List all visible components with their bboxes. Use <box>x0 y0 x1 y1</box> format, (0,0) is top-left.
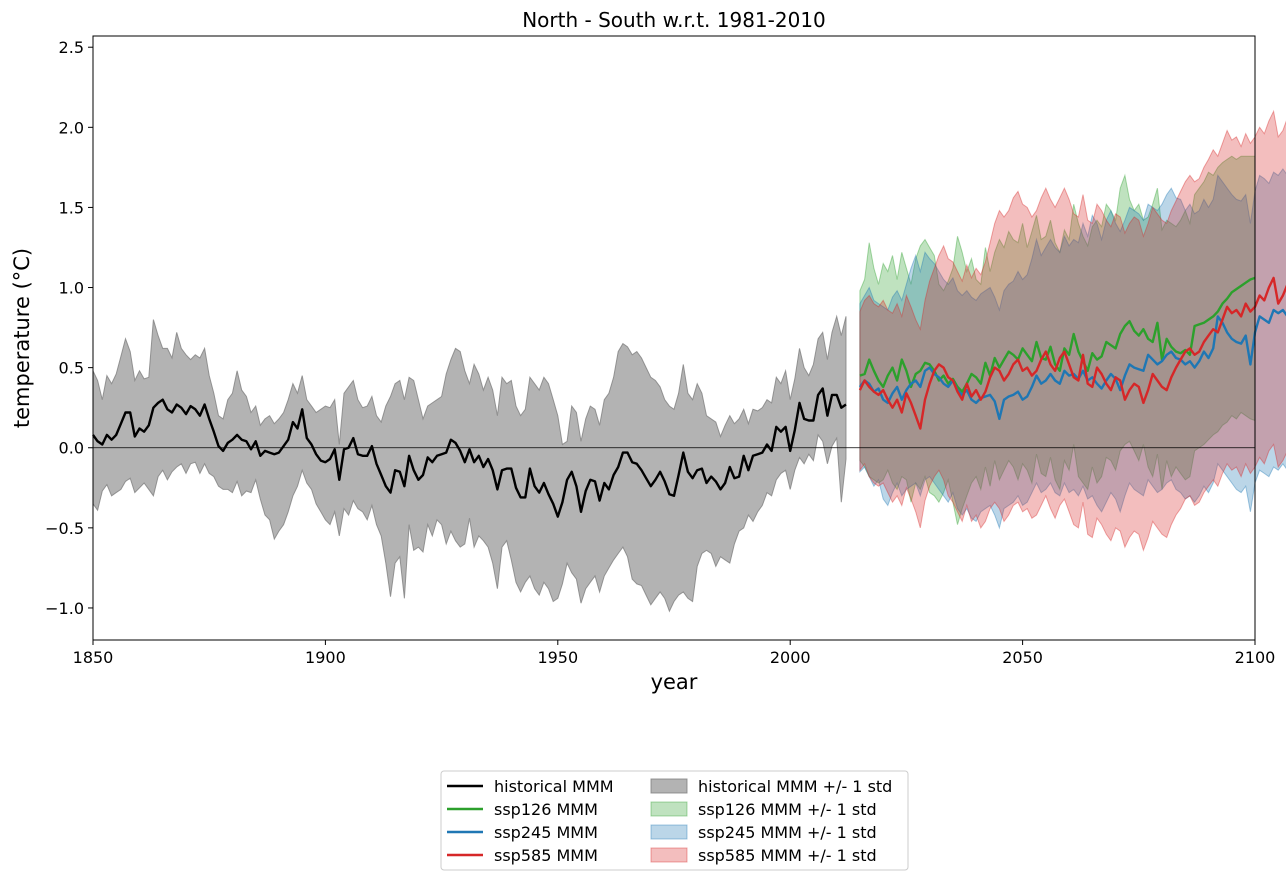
ssp585-mean-line <box>858 276 1286 430</box>
y-tick-label: 2.5 <box>59 38 84 57</box>
y-tick-label: 1.0 <box>59 279 84 298</box>
legend-swatch-ssp126-mmm-1-std <box>650 801 688 817</box>
legend-label-ssp585-mmm-1-std: ssp585 MMM +/- 1 std <box>698 846 877 865</box>
legend-label-historical-mmm: historical MMM <box>494 777 614 796</box>
legend-frame <box>440 770 909 871</box>
y-tick-label: 0.0 <box>59 439 84 458</box>
y-tick-label: 0.5 <box>59 359 84 378</box>
x-tick-label: 2100 <box>1235 648 1276 667</box>
legend-label-ssp126-mmm: ssp126 MMM <box>494 800 598 819</box>
chart-title: North - South w.r.t. 1981-2010 <box>522 8 826 32</box>
y-tick-label: −1.0 <box>45 599 84 618</box>
std-bands <box>92 109 1286 613</box>
x-tick-label: 2050 <box>1002 648 1043 667</box>
plot-frame <box>92 35 1256 641</box>
legend-label-ssp245-mmm: ssp245 MMM <box>494 823 598 842</box>
legend: historical MMM ssp126 MMM ssp245 MMM ssp585… <box>440 770 909 871</box>
legend-swatch-historical-mmm-1-std <box>650 778 688 794</box>
mean-lines <box>92 276 1286 518</box>
historical-mean-line <box>92 387 847 518</box>
y-tick-label: −0.5 <box>45 519 84 538</box>
legend-label-ssp245-mmm-1-std: ssp245 MMM +/- 1 std <box>698 823 877 842</box>
legend-label-ssp585-mmm: ssp585 MMM <box>494 846 598 865</box>
ssp245-std-band <box>859 168 1286 530</box>
x-tick-label: 1900 <box>305 648 346 667</box>
x-axis-label: year <box>651 670 698 694</box>
x-axis-ticks: 1850 1900 1950 2000 2050 2100 <box>73 640 1276 667</box>
legend-swatch-ssp245-mmm-1-std <box>650 824 688 840</box>
x-tick-label: 1950 <box>537 648 578 667</box>
x-tick-label: 2000 <box>770 648 811 667</box>
legend-label-ssp126-mmm-1-std: ssp126 MMM +/- 1 std <box>698 800 877 819</box>
y-tick-label: 2.0 <box>59 118 84 137</box>
x-tick-label: 1850 <box>73 648 114 667</box>
y-axis-ticks: −1.0 −0.5 0.0 0.5 1.0 1.5 2.0 2.5 <box>45 38 93 618</box>
legend-swatch-ssp585-mmm-1-std <box>650 847 688 863</box>
legend-label-historical-mmm-1-std: historical MMM +/- 1 std <box>698 777 892 796</box>
ssp585-std-band <box>859 109 1286 552</box>
historical-std-band <box>92 314 847 613</box>
y-tick-label: 1.5 <box>59 198 84 217</box>
y-axis-label: temperature (°C) <box>10 248 34 428</box>
